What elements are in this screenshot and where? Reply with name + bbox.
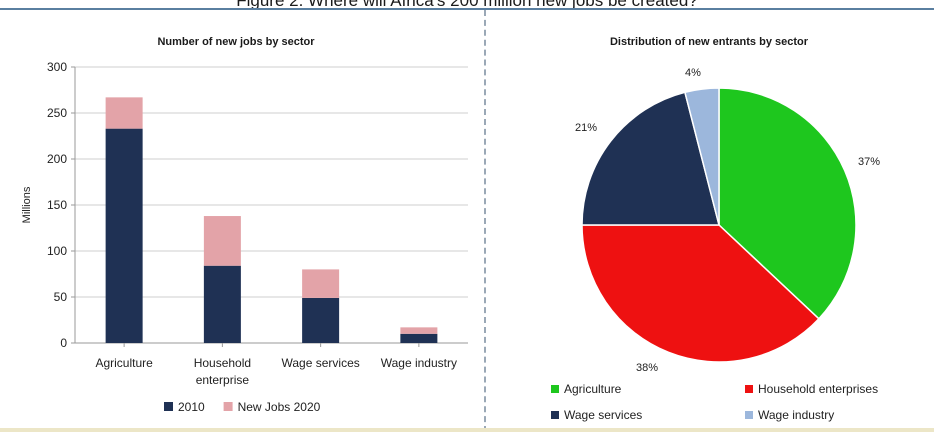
bar-2010-agriculture — [105, 128, 143, 343]
bar-new-jobs-2020-wage-services — [302, 269, 340, 298]
x-tick-label: Wage industry — [381, 356, 457, 370]
bar-new-jobs-2020-wage-industry — [400, 327, 438, 334]
bar-new-jobs-2020-household-enterprise — [203, 216, 241, 266]
legend-label: Agriculture — [564, 382, 622, 396]
y-tick-label: 0 — [60, 336, 67, 350]
bar-new-jobs-2020-agriculture — [105, 97, 143, 129]
pie-chart-panel: Distribution of new entrants by sector 37… — [487, 12, 934, 428]
bar-chart: Number of new jobs by sector 0 50 100 150 200… — [21, 36, 468, 414]
legend-label: New Jobs 2020 — [238, 400, 321, 414]
legend-swatch-wage-services — [551, 411, 559, 419]
title-rule — [0, 8, 934, 10]
pie-slice-wage-services — [581, 91, 720, 226]
x-tick-label: Household — [194, 356, 251, 370]
y-tick-label: 150 — [47, 198, 67, 212]
legend-swatch-household-enterprises — [745, 385, 753, 393]
bar-chart-title: Number of new jobs by sector — [157, 36, 315, 48]
legend-label: 2010 — [178, 400, 205, 414]
pie-chart-title: Distribution of new entrants by sector — [610, 36, 809, 48]
bar-2010-household-enterprise — [203, 265, 241, 343]
x-tick-label: Wage services — [282, 356, 360, 370]
pie-data-label: 38% — [636, 362, 658, 374]
pie-slice-wage-industry — [684, 87, 720, 226]
x-tick-label: enterprise — [196, 373, 250, 387]
pie-data-label: 37% — [858, 156, 880, 168]
legend-swatch-2010 — [164, 402, 173, 411]
legend-label: Household enterprises — [758, 382, 878, 396]
y-tick-label: 250 — [47, 106, 67, 120]
figure-title: Figure 2. Where will Africa's 200 millio… — [236, 0, 698, 10]
bar-2010-wage-services — [302, 297, 340, 343]
pie-data-label: 4% — [685, 67, 701, 79]
panel-divider — [484, 10, 486, 432]
bar-2010-wage-industry — [400, 333, 438, 343]
pie-chart: Distribution of new entrants by sector 37… — [551, 36, 880, 422]
pie-data-label: 21% — [575, 122, 597, 134]
legend-swatch-new-jobs-2020 — [223, 402, 233, 411]
y-tick-label: 100 — [47, 244, 67, 258]
x-tick-label: Agriculture — [95, 356, 153, 370]
y-tick-label: 300 — [47, 60, 67, 74]
legend-label: Wage industry — [758, 408, 834, 422]
pie-slice-agriculture — [718, 87, 857, 320]
y-tick-label: 50 — [54, 290, 68, 304]
pie-slice-household-enterprises — [581, 224, 820, 363]
legend-label: Wage services — [564, 408, 642, 422]
bottom-strip — [0, 428, 934, 432]
legend-swatch-wage-industry — [745, 411, 753, 419]
y-tick-label: 200 — [47, 152, 67, 166]
bar-chart-panel: Number of new jobs by sector 0 50 100 150 200… — [0, 12, 482, 428]
legend-swatch-agriculture — [551, 385, 559, 393]
y-axis-title: Millions — [21, 186, 33, 223]
